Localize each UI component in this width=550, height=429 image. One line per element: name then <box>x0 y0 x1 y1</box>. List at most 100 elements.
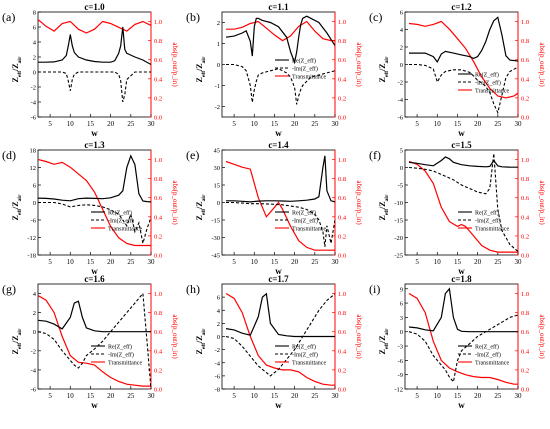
y-tick-label: 15 <box>214 183 221 190</box>
x-tick-label: 20 <box>291 392 299 400</box>
right-tick-label: 0.2 <box>338 367 346 374</box>
right-y-axis-label: abs(p_out/p_in) <box>355 314 363 359</box>
series-im-line <box>408 314 518 384</box>
x-tick-label: 5 <box>415 392 419 400</box>
right-tick-label: 0.0 <box>521 115 529 122</box>
legend-label: -Im(Z_eff) <box>475 79 501 86</box>
series-transmittance-line <box>225 160 335 251</box>
right-tick-label: 0.2 <box>521 95 529 102</box>
panel-b: (b) c=1.1 5 10 15 20 25 30 w -2 -1 0 1 2 Zeff/Zair 0.0 0… <box>186 2 363 138</box>
y-tick-label: -2 <box>215 347 220 354</box>
right-tick-label: 1.0 <box>154 291 162 298</box>
legend-label: Re(Z_eff) <box>292 209 316 216</box>
right-tick-label: 0.8 <box>338 38 346 45</box>
series-im-line <box>38 201 151 244</box>
y-tick-label: -10 <box>394 200 403 207</box>
x-tick-label: 5 <box>48 392 52 400</box>
right-y-axis-label: abs(p_out/p_in) <box>171 314 179 359</box>
series-transmittance-line <box>408 20 518 99</box>
x-tick-label: 15 <box>454 120 462 128</box>
series-re-line <box>408 156 518 168</box>
legend-label: Re(Z_eff) <box>108 209 132 216</box>
right-tick-label: 0.4 <box>154 76 163 83</box>
legend: Re(Z_eff)-Im(Z_eff) Transmittance <box>458 71 509 94</box>
x-tick-label: 15 <box>454 258 462 266</box>
right-tick-label: 0.4 <box>521 348 530 355</box>
panel-title: c=1.3 <box>84 140 105 150</box>
plot-area <box>225 15 335 105</box>
y-tick-label: 2 <box>33 55 36 62</box>
right-tick-label: 0.6 <box>338 329 347 336</box>
y-tick-label: -2 <box>398 80 403 87</box>
panel-label: (f) <box>369 148 381 162</box>
x-tick-label: 30 <box>148 120 156 128</box>
right-tick-label: 0.2 <box>521 367 529 374</box>
y-tick-label: -8 <box>215 387 220 394</box>
right-tick-label: 1.0 <box>521 157 529 164</box>
panel-label: (i) <box>369 282 380 296</box>
series-im-line <box>226 63 335 105</box>
series-transmittance-line <box>38 19 151 34</box>
legend-label: -Im(Z_eff) <box>292 217 318 224</box>
right-tick-label: 0.8 <box>154 38 162 45</box>
legend: Re(Z_eff)-Im(Z_eff) Transmittance <box>458 343 509 366</box>
legend-label: Re(Z_eff) <box>475 209 499 216</box>
right-tick-label: 0.0 <box>521 387 529 394</box>
y-tick-label: -2 <box>31 85 36 92</box>
left-y-axis-label: Zeff/Zair <box>195 56 207 82</box>
panel-a: (a) c=1.0 5 10 15 20 25 30 w -6 -4 -2 0 2 4 6 8 Zeff/Zair… <box>2 2 179 138</box>
x-tick-label: 10 <box>251 120 259 128</box>
x-axis-label: w <box>458 128 465 138</box>
right-tick-label: 0.6 <box>338 57 347 64</box>
panel-g: (g) c=1.6 5 10 15 20 25 30 w -6 -4 -2 0 2 4 Zeff/Zair 0.… <box>2 274 179 410</box>
legend-label: Re(Z_eff) <box>292 57 316 64</box>
right-tick-label: 0.6 <box>521 195 530 202</box>
y-tick-label: -2 <box>215 104 220 111</box>
plot-area <box>38 19 151 103</box>
y-tick-label: -4 <box>31 100 37 107</box>
panel-label: (h) <box>186 282 200 296</box>
right-tick-label: 0.4 <box>338 76 347 83</box>
panel-label: (c) <box>369 10 382 24</box>
right-tick-label: 0.2 <box>338 233 346 240</box>
right-tick-label: 1.0 <box>154 157 162 164</box>
y-tick-label: 4 <box>33 291 37 298</box>
plot-frame <box>37 11 152 118</box>
y-tick-label: 2 <box>217 20 220 27</box>
right-tick-label: 0.8 <box>338 176 346 183</box>
x-tick-label: 5 <box>415 120 419 128</box>
right-tick-label: 0.0 <box>338 115 346 122</box>
series-transmittance-line <box>408 160 518 253</box>
legend-label: -Im(Z_eff) <box>475 217 501 224</box>
x-tick-label: 5 <box>415 258 419 266</box>
legend-label: -Im(Z_eff) <box>108 351 134 358</box>
x-tick-label: 20 <box>474 120 482 128</box>
plot-area <box>225 155 335 251</box>
y-tick-label: 0 <box>217 62 220 69</box>
x-axis-label: w <box>275 128 282 138</box>
x-axis-label: w <box>458 400 465 410</box>
panel-label: (b) <box>186 10 200 24</box>
legend-label: Re(Z_eff) <box>475 71 499 78</box>
x-tick-label: 25 <box>127 120 135 128</box>
x-axis-label: w <box>275 266 282 276</box>
panel-title: c=1.7 <box>268 274 289 284</box>
y-tick-label: -15 <box>394 218 403 225</box>
right-tick-label: 0.4 <box>521 76 530 83</box>
y-tick-label: -12 <box>27 235 36 242</box>
x-tick-label: 30 <box>332 258 340 266</box>
series-im-line <box>225 293 335 377</box>
right-tick-label: 0.6 <box>521 57 530 64</box>
y-tick-label: -6 <box>31 218 37 225</box>
right-y-axis-label: abs(p_out/p_in) <box>538 180 546 225</box>
panel-title: c=1.0 <box>84 2 105 12</box>
right-tick-label: 0.4 <box>154 348 163 355</box>
legend: Re(Z_eff)-Im(Z_eff) Transmittance <box>458 209 509 232</box>
x-tick-label: 5 <box>232 392 236 400</box>
left-y-axis-label: Zeff/Zair <box>378 56 390 82</box>
y-tick-label: -30 <box>211 235 220 242</box>
series-transmittance-line <box>38 294 151 387</box>
y-tick-label: 1 <box>217 41 220 48</box>
right-tick-label: 0.6 <box>521 329 530 336</box>
